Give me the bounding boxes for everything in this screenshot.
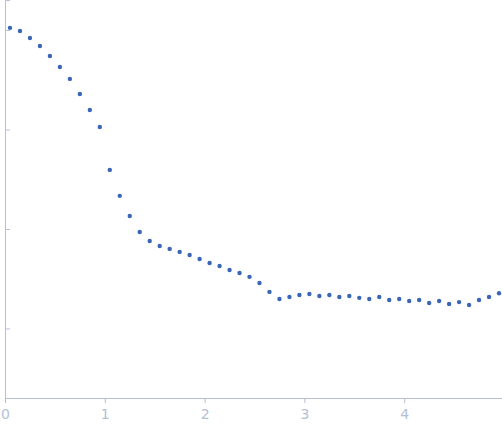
data-point bbox=[108, 168, 112, 172]
x-tick-mark bbox=[304, 398, 305, 403]
y-tick-mark bbox=[5, 328, 10, 329]
data-point bbox=[58, 65, 62, 69]
y-axis bbox=[5, 1, 10, 399]
chart: 0 1 2 3 4 bbox=[0, 0, 502, 437]
data-point bbox=[427, 301, 431, 305]
data-point bbox=[207, 261, 211, 265]
y-tick bbox=[5, 30, 10, 31]
data-point bbox=[68, 77, 72, 81]
data-point bbox=[38, 44, 42, 48]
x-axis: 0 1 2 3 4 bbox=[1, 398, 502, 422]
data-point bbox=[237, 271, 241, 275]
data-point bbox=[407, 299, 411, 303]
x-tick: 1 bbox=[101, 398, 110, 422]
data-point bbox=[148, 239, 152, 243]
data-point bbox=[98, 125, 102, 129]
y-tick bbox=[5, 229, 10, 230]
data-point bbox=[377, 295, 381, 299]
data-point bbox=[197, 257, 201, 261]
data-point bbox=[88, 108, 92, 112]
data-point bbox=[138, 230, 142, 234]
x-axis-line bbox=[6, 399, 502, 404]
data-point bbox=[477, 298, 481, 302]
data-point bbox=[167, 247, 171, 251]
y-tick-mark bbox=[5, 229, 10, 230]
data-point bbox=[327, 293, 331, 297]
x-tick-label: 2 bbox=[201, 406, 210, 422]
x-tick-mark bbox=[105, 398, 106, 403]
data-point bbox=[347, 294, 351, 298]
data-point bbox=[457, 300, 461, 304]
data-point bbox=[177, 250, 181, 254]
y-tick-mark bbox=[5, 30, 10, 31]
data-point bbox=[118, 194, 122, 198]
data-point bbox=[187, 253, 191, 257]
plot: 0 1 2 3 4 bbox=[1, 1, 502, 422]
y-axis-line bbox=[6, 1, 11, 399]
data-point bbox=[337, 295, 341, 299]
x-tick: 4 bbox=[400, 398, 409, 422]
x-tick-label: 1 bbox=[101, 406, 110, 422]
data-point bbox=[287, 295, 291, 299]
data-point bbox=[417, 298, 421, 302]
x-tick-mark bbox=[404, 398, 405, 403]
data-point bbox=[18, 29, 22, 33]
data-point bbox=[48, 54, 52, 58]
data-point bbox=[487, 295, 491, 299]
y-tick bbox=[5, 129, 10, 130]
data-point bbox=[128, 214, 132, 218]
x-tick: 2 bbox=[201, 398, 210, 422]
data-point bbox=[157, 244, 161, 248]
data-point bbox=[267, 290, 271, 294]
x-tick: 3 bbox=[300, 398, 309, 422]
data-point bbox=[367, 297, 371, 301]
data-point bbox=[317, 294, 321, 298]
data-point bbox=[397, 297, 401, 301]
data-point bbox=[247, 275, 251, 279]
y-tick-mark bbox=[5, 129, 10, 130]
data-point bbox=[357, 296, 361, 300]
data-point bbox=[78, 92, 82, 96]
data-point bbox=[497, 291, 501, 295]
x-tick: 0 bbox=[1, 398, 10, 422]
data-point bbox=[297, 293, 301, 297]
x-tick-label: 4 bbox=[400, 406, 409, 422]
x-tick-label: 3 bbox=[300, 406, 309, 422]
data-point bbox=[307, 292, 311, 296]
data-point bbox=[387, 298, 391, 302]
y-tick bbox=[5, 328, 10, 329]
x-tick-mark bbox=[205, 398, 206, 403]
data-point bbox=[8, 26, 12, 30]
data-point bbox=[217, 264, 221, 268]
points bbox=[8, 26, 501, 308]
data-point bbox=[437, 299, 441, 303]
data-point bbox=[447, 302, 451, 306]
data-point bbox=[227, 268, 231, 272]
data-point bbox=[257, 281, 261, 285]
x-tick-label: 0 bbox=[1, 406, 10, 422]
data-point bbox=[467, 303, 471, 307]
data-point bbox=[28, 36, 32, 40]
data-point bbox=[277, 297, 281, 301]
